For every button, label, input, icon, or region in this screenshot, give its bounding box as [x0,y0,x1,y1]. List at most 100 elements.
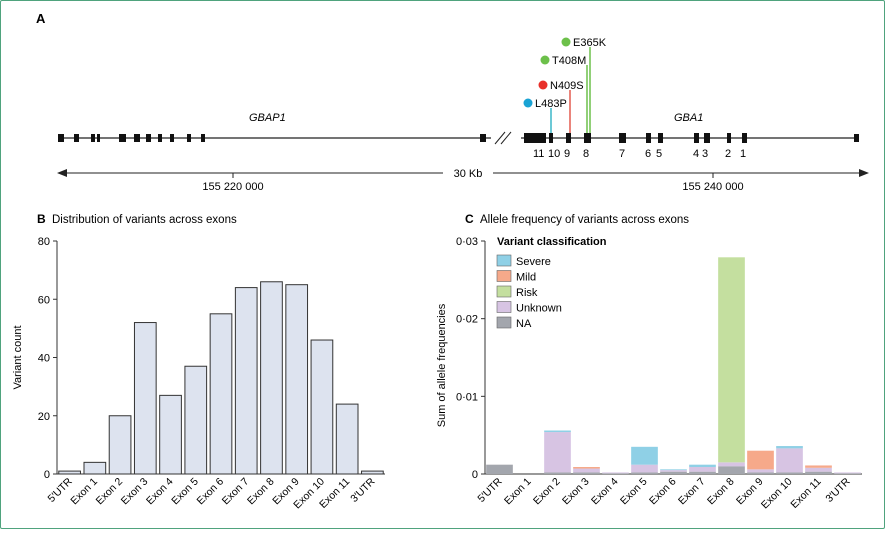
x-tick-label: 3′UTR [823,475,853,505]
stacked-bar-segment-na [834,473,861,475]
exon-number: 10 [548,148,560,160]
gba1-exon [742,133,747,143]
bar [335,403,359,475]
x-tick-label: Exon 7 [676,476,708,508]
gbap1-exon [91,134,95,142]
gbap1-exon [58,134,64,142]
bar [310,339,334,475]
gba1-exon [854,134,859,142]
y-axis-title: Variant count [12,325,24,389]
x-tick-label: Exon 2 [531,476,563,508]
arrow-right-icon [859,169,869,177]
variant-label-t408m: T408M [552,55,586,67]
stacked-bar-segment-unknown [776,448,803,473]
bar [83,461,107,475]
stacked-bar-segment-severe [544,430,571,433]
stacked-bar-segment-severe [689,464,716,468]
x-tick-label: Exon 5 [169,476,201,508]
stacked-bar-segment-severe [631,446,658,465]
legend-label: NA [516,318,532,330]
stacked-bar-segment-na [747,472,774,474]
stacked-bar-segment-na [602,473,629,475]
y-tick-label: 80 [38,236,50,248]
stacked-bar-segment-severe [660,469,687,471]
stacked-bar-segment-na [776,472,803,474]
stacked-bar-segment-na [573,472,600,474]
x-tick-label: Exon 6 [647,476,679,508]
x-tick-label: Exon 1 [68,476,100,508]
y-tick-label: 0 [472,469,478,481]
stacked-bar-segment-unknown [544,432,571,473]
stacked-bar-segment-unknown [631,464,658,473]
legend-title: Variant classification [497,236,607,248]
x-tick-label: Exon 8 [705,476,737,508]
gbap1-exon [97,134,100,142]
stacked-bar-segment-na [486,464,513,474]
gba1-exon [619,133,626,143]
legend-swatch-unknown [496,301,512,313]
gbap1-exon [146,134,151,142]
y-tick-label: 0·01 [456,391,478,403]
axis-break-icon [494,131,512,145]
exon-number: 6 [645,148,651,160]
gba1-exon [646,133,651,143]
exon-number-labels: 11 10 9 8 7 6 5 4 3 2 1 [533,148,746,160]
legend-swatch-mild [496,270,512,282]
panel-c-title: Allele frequency of variants across exon… [480,214,689,226]
y-tick-label: 0·02 [456,314,478,326]
exon-number: 5 [656,148,662,160]
gbap1-exon [187,134,191,142]
bar [260,281,283,475]
gba1-label: GBA1 [674,112,703,124]
variant-label-e365k: E365K [573,37,607,49]
stacked-bar-segment-na [660,471,687,474]
bar [285,284,309,475]
bar [133,322,157,475]
legend-swatch-severe [496,254,512,267]
bar [184,365,208,475]
x-tick-label: 5′UTR [475,475,505,505]
stacked-bar-segment-mild [805,465,832,468]
stacked-bar-segment-na [805,471,832,474]
gbap1-exons [58,134,486,142]
x-tick-label: Exon 3 [560,476,592,508]
gbap1-exon [134,134,140,142]
gba1-exon [694,133,699,143]
y-axis-title: Sum of allele frequencies [436,303,448,427]
gbap1-exon [158,134,162,142]
gba1-exon [658,133,663,143]
exon-number: 8 [583,148,589,160]
legend-swatch-na [496,316,512,329]
gba1-exon [524,133,546,143]
scale-arrow [57,169,869,178]
y-tick-label: 40 [38,353,50,365]
panel-a-label: A [36,11,46,26]
exon-number: 2 [725,148,731,160]
variant-label-l483p: L483P [535,98,567,110]
gba1-exon [584,133,591,143]
gbap1-exon [119,134,126,142]
stacked-bar-segment-unknown [747,469,774,473]
x-tick-label: Exon 7 [220,476,252,508]
panel-b-title: Distribution of variants across exons [52,214,237,226]
bar [58,470,81,475]
variant-dot-l483p [523,98,533,108]
chart-c: 0 0·01 0·02 0·03 Sum of allele frequencies 5′… [436,236,862,511]
arrow-left-icon [57,169,67,177]
x-tick-label: Exon 8 [245,476,277,508]
stacked-bar-segment-unknown [805,467,832,472]
y-tick-label: 20 [38,411,50,423]
variant-label-n409s: N409S [550,80,584,92]
gbap1-exon [74,134,79,142]
legend-swatch-risk [496,285,512,298]
x-tick-label: Exon 10 [759,476,795,512]
exon-number: 9 [564,148,570,160]
bar [234,287,258,475]
x-tick-label: Exon 1 [502,476,534,508]
stacked-bar-segment-unknown [660,470,687,472]
x-tick-label: Exon 6 [195,476,227,508]
legend-label: Unknown [516,303,562,315]
x-tick-label: Exon 3 [119,476,151,508]
